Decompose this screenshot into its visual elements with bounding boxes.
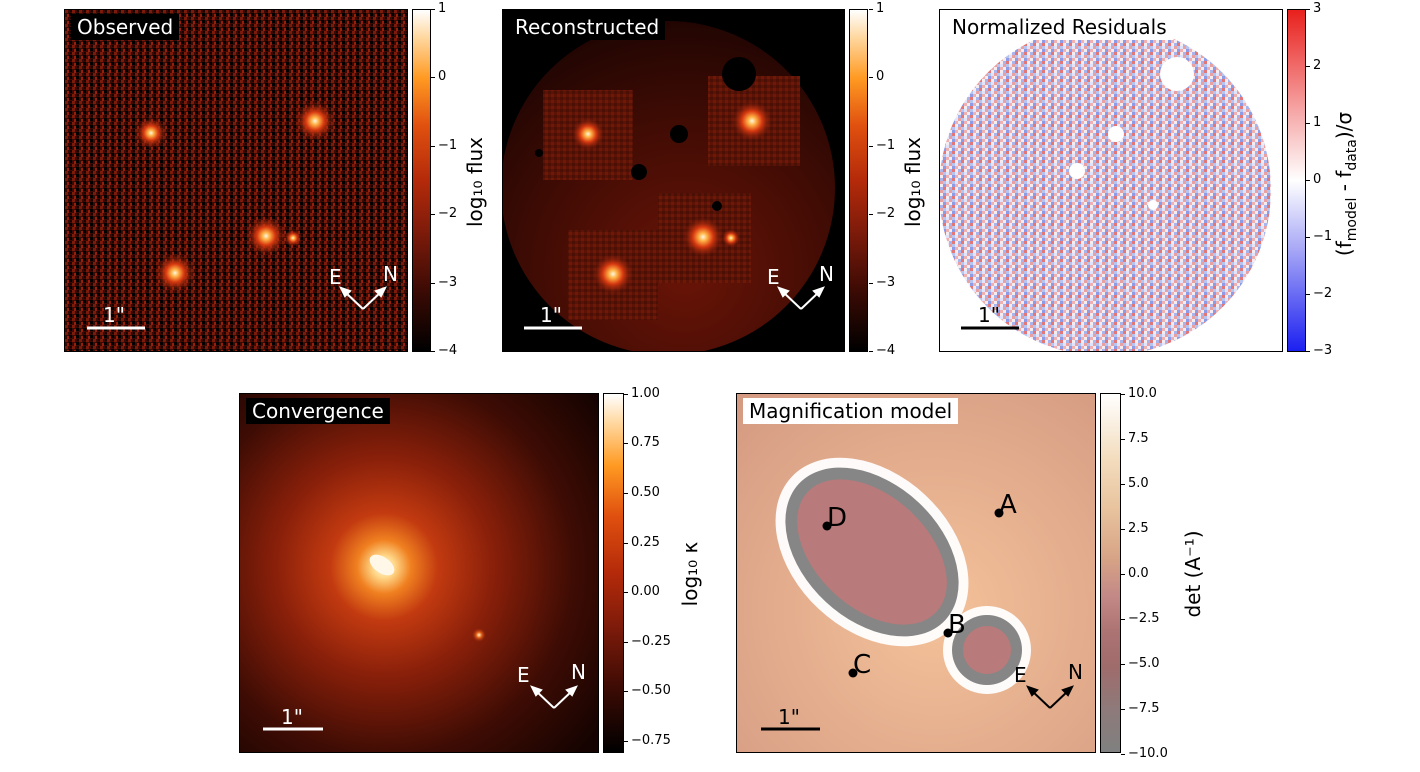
colorbar-tick: −0.75 [624, 733, 671, 748]
scale-bar-label: 1" [281, 705, 303, 729]
colorbar-tick: −5.0 [1121, 656, 1160, 671]
source-1 [572, 118, 604, 150]
panel-title: Magnification model [743, 398, 959, 424]
compass-north: N [571, 660, 586, 684]
colorbar-tick: −4 [868, 343, 896, 358]
colorbar-label: log₁₀ κ [678, 541, 702, 607]
compass-east: E [329, 265, 342, 289]
colorbar-tick: −1 [430, 138, 458, 153]
magnification-colorbar [1100, 393, 1121, 753]
source-4 [284, 229, 302, 247]
compass [777, 286, 825, 310]
colorbar-tick: −1 [1305, 229, 1333, 244]
source-2 [295, 101, 335, 141]
observed-colorbar [412, 9, 431, 352]
source-5 [593, 254, 633, 294]
source-3 [246, 216, 286, 256]
panel-title: Reconstructed [509, 14, 666, 40]
colorbar-tick: 3 [1305, 1, 1322, 16]
colorbar-tick: 0.25 [624, 535, 660, 550]
colorbar-tick: −7.5 [1121, 701, 1160, 716]
colorbar-tick: 0 [868, 69, 885, 84]
compass-north: N [383, 262, 398, 286]
convergence-colorbar [603, 393, 624, 753]
colorbar-tick: −4 [430, 343, 458, 358]
colorbar-tick: −0.25 [624, 634, 671, 649]
panel-title: Convergence [246, 398, 390, 424]
scale-bar-label: 1" [978, 303, 1000, 327]
colorbar-tick: −2 [868, 206, 896, 221]
colorbar-tick: −1 [868, 138, 896, 153]
colorbar-tick: −10.0 [1121, 746, 1168, 761]
colorbar-tick: 1 [1305, 115, 1322, 130]
panel-title: Normalized Residuals [946, 14, 1173, 40]
colorbar-tick: −0.50 [624, 683, 671, 698]
colorbar-tick: −3 [868, 275, 896, 290]
panel-title: Observed [71, 14, 180, 40]
reconstructed-image: 1" E N [503, 10, 844, 351]
residuals-colorbar [1287, 9, 1306, 352]
convergence-image: 1" E N [240, 394, 598, 752]
source-1 [135, 117, 167, 149]
image-point-d [822, 521, 832, 531]
compass-north: N [1068, 660, 1083, 684]
colorbar-tick: 5.0 [1121, 476, 1149, 491]
compass-east: E [767, 265, 780, 289]
residuals-image: 1" [940, 10, 1282, 351]
compass-north: N [819, 262, 834, 286]
scale-bar-label: 1" [778, 705, 800, 729]
colorbar-tick: −2 [430, 206, 458, 221]
colorbar-tick: 1 [868, 1, 885, 16]
image-label-b: B [948, 610, 966, 640]
colorbar-tick: 0.0 [1121, 566, 1149, 581]
image-label-c: C [853, 650, 871, 680]
colorbar-tick: 0.50 [624, 485, 660, 500]
colorbar-tick: 0.75 [624, 435, 660, 450]
colorbar-tick: −2 [1305, 286, 1333, 301]
colorbar-tick: 0.00 [624, 584, 660, 599]
colorbar-tick: 0 [430, 69, 447, 84]
colorbar-tick: 2.5 [1121, 521, 1149, 536]
colorbar-tick: −3 [430, 275, 458, 290]
colorbar-tick: 7.5 [1121, 431, 1149, 446]
colorbar-tick: 10.0 [1121, 386, 1157, 401]
reconstructed-panel: 1" E N Reconstructed [502, 9, 845, 352]
image-label-d: D [827, 503, 847, 533]
compass [1026, 685, 1074, 709]
image-point-b [943, 628, 953, 638]
satellite-halo [472, 628, 486, 642]
compass [530, 685, 578, 709]
observed-image: 1" E N [65, 10, 407, 351]
compass [339, 286, 387, 310]
magnification-panel: A B C D 1" E N Magnification model [736, 393, 1096, 753]
source-5 [155, 253, 195, 293]
observed-panel: 1" E N Observed [64, 9, 408, 352]
reconstructed-colorbar [849, 9, 868, 352]
colorbar-tick: −3 [1305, 343, 1333, 358]
colorbar-tick: 1.00 [624, 386, 660, 401]
colorbar-tick: 1 [430, 1, 447, 16]
image-label-a: A [999, 490, 1017, 520]
residuals-panel: 1" Normalized Residuals [939, 9, 1283, 352]
colorbar-label: log₁₀ flux [463, 137, 487, 227]
colorbar-label: (fmodel - fdata)/σ [1332, 111, 1360, 257]
colorbar-tick: 2 [1305, 58, 1322, 73]
compass-east: E [1014, 663, 1027, 687]
scale-bar-label: 1" [540, 303, 562, 327]
colorbar-tick: 0 [1305, 172, 1322, 187]
image-point-a [994, 508, 1004, 518]
compass-east: E [517, 663, 530, 687]
colorbar-tick: −2.5 [1121, 611, 1160, 626]
source-2 [732, 101, 772, 141]
colorbar-label: det (A⁻¹) [1181, 530, 1205, 618]
convergence-panel: 1" E N Convergence [239, 393, 599, 753]
colorbar-label: log₁₀ flux [901, 137, 925, 227]
image-point-c [848, 668, 858, 678]
magnification-image: A B C D 1" E N [737, 394, 1095, 752]
source-3 [683, 217, 723, 257]
scale-bar-label: 1" [103, 303, 125, 327]
source-4 [722, 229, 740, 247]
